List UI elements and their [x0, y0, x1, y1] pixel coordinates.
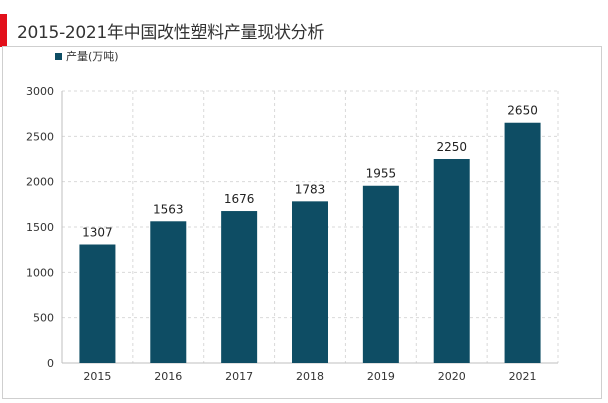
data-label-2015: 1307	[82, 225, 113, 239]
x-tick-label-2015: 2015	[83, 370, 111, 383]
chart-frame	[2, 46, 602, 399]
data-label-2020: 2250	[436, 140, 467, 154]
x-tick-label-2021: 2021	[509, 370, 537, 383]
legend-label: 产量(万吨)	[66, 50, 119, 63]
bar-2017	[221, 211, 258, 363]
title-accent-bar	[0, 14, 7, 47]
y-tick-label: 2000	[26, 176, 54, 189]
data-label-2021: 2650	[507, 104, 538, 118]
y-tick-label: 1500	[26, 221, 54, 234]
bar-2020	[433, 159, 470, 363]
y-tick-label: 3000	[26, 85, 54, 98]
legend-swatch	[55, 52, 62, 60]
y-tick-label: 2500	[26, 130, 54, 143]
bar-2021	[504, 122, 541, 363]
y-tick-label: 1000	[26, 266, 54, 279]
bar-2015	[79, 244, 116, 363]
bar-2018	[292, 201, 328, 363]
title-bar: 2015-2021年中国改性塑料产量现状分析	[0, 8, 608, 47]
bar-2019	[362, 185, 399, 363]
y-tick-label: 500	[33, 312, 54, 325]
y-tick-label: 0	[47, 357, 54, 370]
x-tick-label-2016: 2016	[154, 370, 182, 383]
data-label-2018: 1783	[295, 182, 326, 196]
legend: 产量(万吨)	[55, 49, 119, 63]
x-tick-label-2019: 2019	[367, 370, 395, 383]
data-label-2016: 1563	[153, 202, 184, 216]
bar-2016	[150, 221, 187, 363]
x-tick-label-2020: 2020	[438, 370, 466, 383]
data-label-2019: 1955	[366, 167, 397, 181]
x-tick-label-2017: 2017	[225, 370, 253, 383]
chart-title: 2015-2021年中国改性塑料产量现状分析	[17, 23, 325, 43]
x-tick-label-2018: 2018	[296, 370, 324, 383]
data-label-2017: 1676	[224, 192, 255, 206]
